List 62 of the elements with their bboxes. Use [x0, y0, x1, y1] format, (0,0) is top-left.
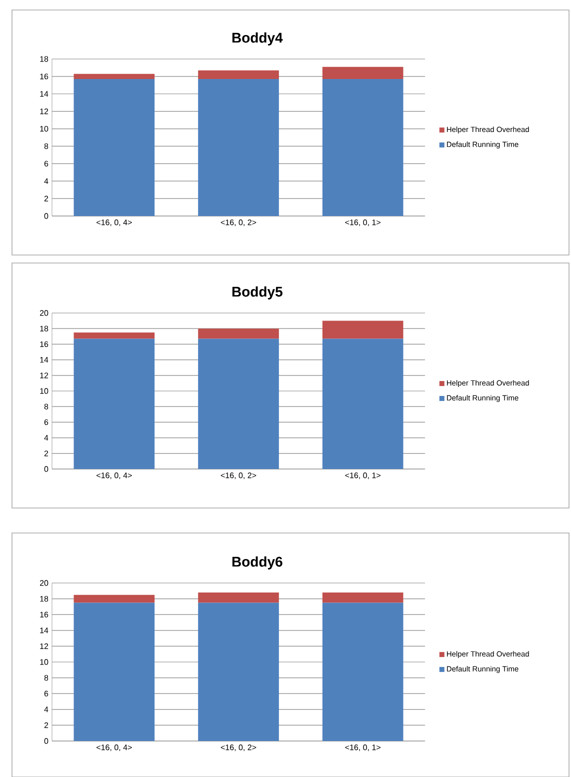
bar: [74, 338, 155, 469]
y-tick-label: 20: [40, 580, 48, 586]
y-tick-label: 16: [40, 341, 48, 348]
y-tick-label: 12: [40, 643, 48, 649]
bar: [198, 592, 279, 603]
y-tick-label: 6: [44, 160, 48, 166]
y-tick-label: 0: [44, 213, 48, 219]
x-tick-label: <16, 0, 2>: [220, 472, 256, 480]
chart-title: Boddy4: [232, 32, 283, 46]
bar: [74, 79, 155, 216]
bar: [322, 320, 404, 339]
y-tick-label: 14: [40, 91, 48, 97]
y-tick-label: 2: [44, 450, 48, 456]
y-tick-label: 4: [44, 178, 48, 184]
y-tick-label: 10: [40, 388, 48, 394]
y-tick-label: 12: [40, 372, 48, 378]
x-tick-label: <16, 0, 2>: [220, 220, 256, 226]
y-tick-label: 10: [40, 126, 48, 132]
x-tick-label: <16, 0, 1>: [345, 220, 380, 226]
y-tick-label: 2: [44, 196, 48, 202]
y-tick-label: 20: [40, 310, 48, 316]
y-tick-label: 8: [44, 143, 48, 150]
y-tick-label: 14: [40, 628, 48, 634]
y-tick-label: 8: [44, 674, 48, 681]
y-tick-label: 6: [44, 690, 48, 696]
y-tick-label: 16: [40, 612, 48, 618]
x-tick-label: <16, 0, 4>: [96, 472, 132, 480]
y-tick-label: 8: [44, 404, 48, 410]
y-tick-label: 18: [40, 596, 48, 602]
bar: [322, 338, 404, 469]
y-tick-label: 0: [44, 738, 48, 744]
x-tick-label: <16, 0, 1>: [345, 744, 380, 752]
bar: [74, 594, 155, 603]
bar: [198, 70, 279, 80]
bar: [322, 66, 404, 80]
y-tick-label: 4: [44, 435, 48, 441]
y-tick-label: 4: [44, 706, 48, 712]
bar: [198, 79, 279, 216]
y-tick-label: 14: [40, 357, 48, 363]
y-tick-label: 12: [40, 108, 48, 114]
bar: [74, 74, 155, 80]
x-tick-label: <16, 0, 4>: [96, 744, 132, 752]
bar: [198, 602, 279, 741]
bar: [198, 328, 279, 339]
chart-title: Boddy5: [232, 286, 282, 300]
chart-title: Boddy6: [232, 556, 282, 570]
y-tick-label: 2: [44, 722, 48, 728]
y-tick-label: 16: [40, 74, 48, 80]
bar: [74, 332, 155, 339]
bar: [198, 338, 279, 469]
bar: [322, 592, 404, 603]
bar: [322, 79, 404, 216]
y-tick-label: 10: [40, 659, 48, 665]
x-tick-label: <16, 0, 2>: [220, 744, 256, 752]
bar: [322, 602, 404, 741]
y-tick-label: 0: [44, 466, 48, 472]
x-tick-label: <16, 0, 4>: [96, 220, 132, 226]
y-tick-label: 6: [44, 419, 48, 426]
y-tick-label: 18: [40, 326, 48, 332]
y-tick-label: 18: [40, 56, 48, 62]
bar: [74, 602, 155, 741]
x-tick-label: <16, 0, 1>: [345, 472, 380, 480]
